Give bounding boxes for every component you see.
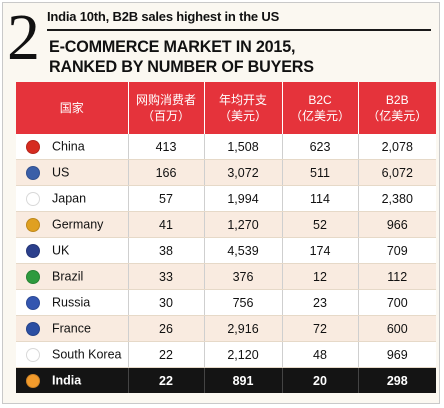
country-name: UK bbox=[52, 243, 70, 258]
spend-cell: 891 bbox=[204, 367, 283, 393]
buyers-cell: 166 bbox=[128, 159, 205, 186]
spend-cell: 3,072 bbox=[204, 159, 283, 186]
india-flag-icon bbox=[26, 373, 40, 388]
header-b2c: B2C （亿美元） bbox=[282, 82, 359, 134]
us-flag-icon bbox=[26, 165, 40, 180]
header-spend: 年均开支 （美元） bbox=[204, 82, 283, 134]
russia-flag-icon bbox=[26, 295, 40, 310]
country-name: Russia bbox=[52, 295, 91, 310]
b2b-cell: 969 bbox=[358, 341, 436, 368]
table-row: Japan 57 1,994 114 2,380 bbox=[16, 185, 436, 212]
section-number: 2 bbox=[7, 1, 40, 74]
spend-cell: 756 bbox=[204, 289, 283, 316]
page-title: E-COMMERCE MARKET IN 2015, RANKED BY NUM… bbox=[49, 37, 314, 77]
b2c-cell: 72 bbox=[282, 315, 359, 342]
table-header-row: 国家 网购消费者 （百万） 年均开支 （美元） B2C （亿美元） B2B （亿美元） bbox=[16, 82, 436, 134]
spend-cell: 2,120 bbox=[204, 341, 283, 368]
buyers-cell: 22 bbox=[128, 341, 205, 368]
country-cell: Brazil bbox=[16, 263, 129, 290]
country-name: US bbox=[52, 165, 70, 180]
spend-cell: 1,270 bbox=[204, 211, 283, 238]
germany-flag-icon bbox=[26, 217, 40, 232]
b2b-cell: 6,072 bbox=[358, 159, 436, 186]
buyers-cell: 30 bbox=[128, 289, 205, 316]
b2b-cell: 600 bbox=[358, 315, 436, 342]
brazil-flag-icon bbox=[26, 269, 40, 284]
country-cell: South Korea bbox=[16, 341, 129, 368]
france-flag-icon bbox=[26, 321, 40, 336]
country-name: Germany bbox=[52, 217, 104, 232]
country-name: Japan bbox=[52, 191, 87, 206]
spend-cell: 376 bbox=[204, 263, 283, 290]
subtitle: India 10th, B2B sales highest in the US bbox=[47, 9, 280, 24]
buyers-cell: 413 bbox=[128, 134, 205, 160]
country-cell: China bbox=[16, 134, 129, 160]
b2c-cell: 52 bbox=[282, 211, 359, 238]
buyers-cell: 38 bbox=[128, 237, 205, 264]
divider bbox=[47, 29, 431, 31]
header-buyers: 网购消费者 （百万） bbox=[128, 82, 205, 134]
title-line-1: E-COMMERCE MARKET IN 2015, bbox=[49, 37, 296, 56]
b2c-cell: 114 bbox=[282, 185, 359, 212]
table-row: Germany 41 1,270 52 966 bbox=[16, 211, 436, 238]
table-row: South Korea 22 2,120 48 969 bbox=[16, 341, 436, 368]
country-name: India bbox=[52, 373, 82, 388]
b2b-cell: 298 bbox=[358, 367, 436, 393]
china-flag-icon bbox=[26, 139, 40, 154]
b2c-cell: 623 bbox=[282, 134, 359, 160]
country-cell: UK bbox=[16, 237, 129, 264]
table-row: US 166 3,072 511 6,072 bbox=[16, 159, 436, 186]
country-cell: US bbox=[16, 159, 129, 186]
b2b-cell: 700 bbox=[358, 289, 436, 316]
buyers-cell: 22 bbox=[128, 367, 205, 393]
buyers-cell: 57 bbox=[128, 185, 205, 212]
table-row: Brazil 33 376 12 112 bbox=[16, 263, 436, 290]
b2c-cell: 174 bbox=[282, 237, 359, 264]
buyers-cell: 41 bbox=[128, 211, 205, 238]
spend-cell: 4,539 bbox=[204, 237, 283, 264]
b2c-cell: 23 bbox=[282, 289, 359, 316]
country-name: France bbox=[52, 321, 91, 336]
b2b-cell: 709 bbox=[358, 237, 436, 264]
buyers-cell: 33 bbox=[128, 263, 205, 290]
b2b-cell: 2,380 bbox=[358, 185, 436, 212]
table-row: France 26 2,916 72 600 bbox=[16, 315, 436, 342]
header-country: 国家 bbox=[16, 82, 129, 134]
country-cell: Japan bbox=[16, 185, 129, 212]
ecommerce-table: 国家 网购消费者 （百万） 年均开支 （美元） B2C （亿美元） B2B （亿美元） … bbox=[16, 82, 436, 393]
uk-flag-icon bbox=[26, 243, 40, 258]
country-name: South Korea bbox=[52, 347, 122, 362]
country-cell: France bbox=[16, 315, 129, 342]
b2b-cell: 966 bbox=[358, 211, 436, 238]
table-row: China 413 1,508 623 2,078 bbox=[16, 134, 436, 160]
table-row: UK 38 4,539 174 709 bbox=[16, 237, 436, 264]
b2c-cell: 12 bbox=[282, 263, 359, 290]
table-row: India 22 891 20 298 bbox=[16, 367, 436, 393]
title-line-2: RANKED BY NUMBER OF BUYERS bbox=[49, 57, 314, 76]
spend-cell: 1,508 bbox=[204, 134, 283, 160]
spend-cell: 1,994 bbox=[204, 185, 283, 212]
table-row: Russia 30 756 23 700 bbox=[16, 289, 436, 316]
country-cell: India bbox=[16, 367, 129, 393]
south-korea-flag-icon bbox=[26, 347, 40, 362]
country-cell: Russia bbox=[16, 289, 129, 316]
b2c-cell: 511 bbox=[282, 159, 359, 186]
b2b-cell: 112 bbox=[358, 263, 436, 290]
japan-flag-icon bbox=[26, 191, 40, 206]
country-name: Brazil bbox=[52, 269, 84, 284]
b2c-cell: 48 bbox=[282, 341, 359, 368]
b2c-cell: 20 bbox=[282, 367, 359, 393]
country-name: China bbox=[52, 139, 85, 154]
spend-cell: 2,916 bbox=[204, 315, 283, 342]
buyers-cell: 26 bbox=[128, 315, 205, 342]
header-b2b: B2B （亿美元） bbox=[358, 82, 436, 134]
country-cell: Germany bbox=[16, 211, 129, 238]
b2b-cell: 2,078 bbox=[358, 134, 436, 160]
